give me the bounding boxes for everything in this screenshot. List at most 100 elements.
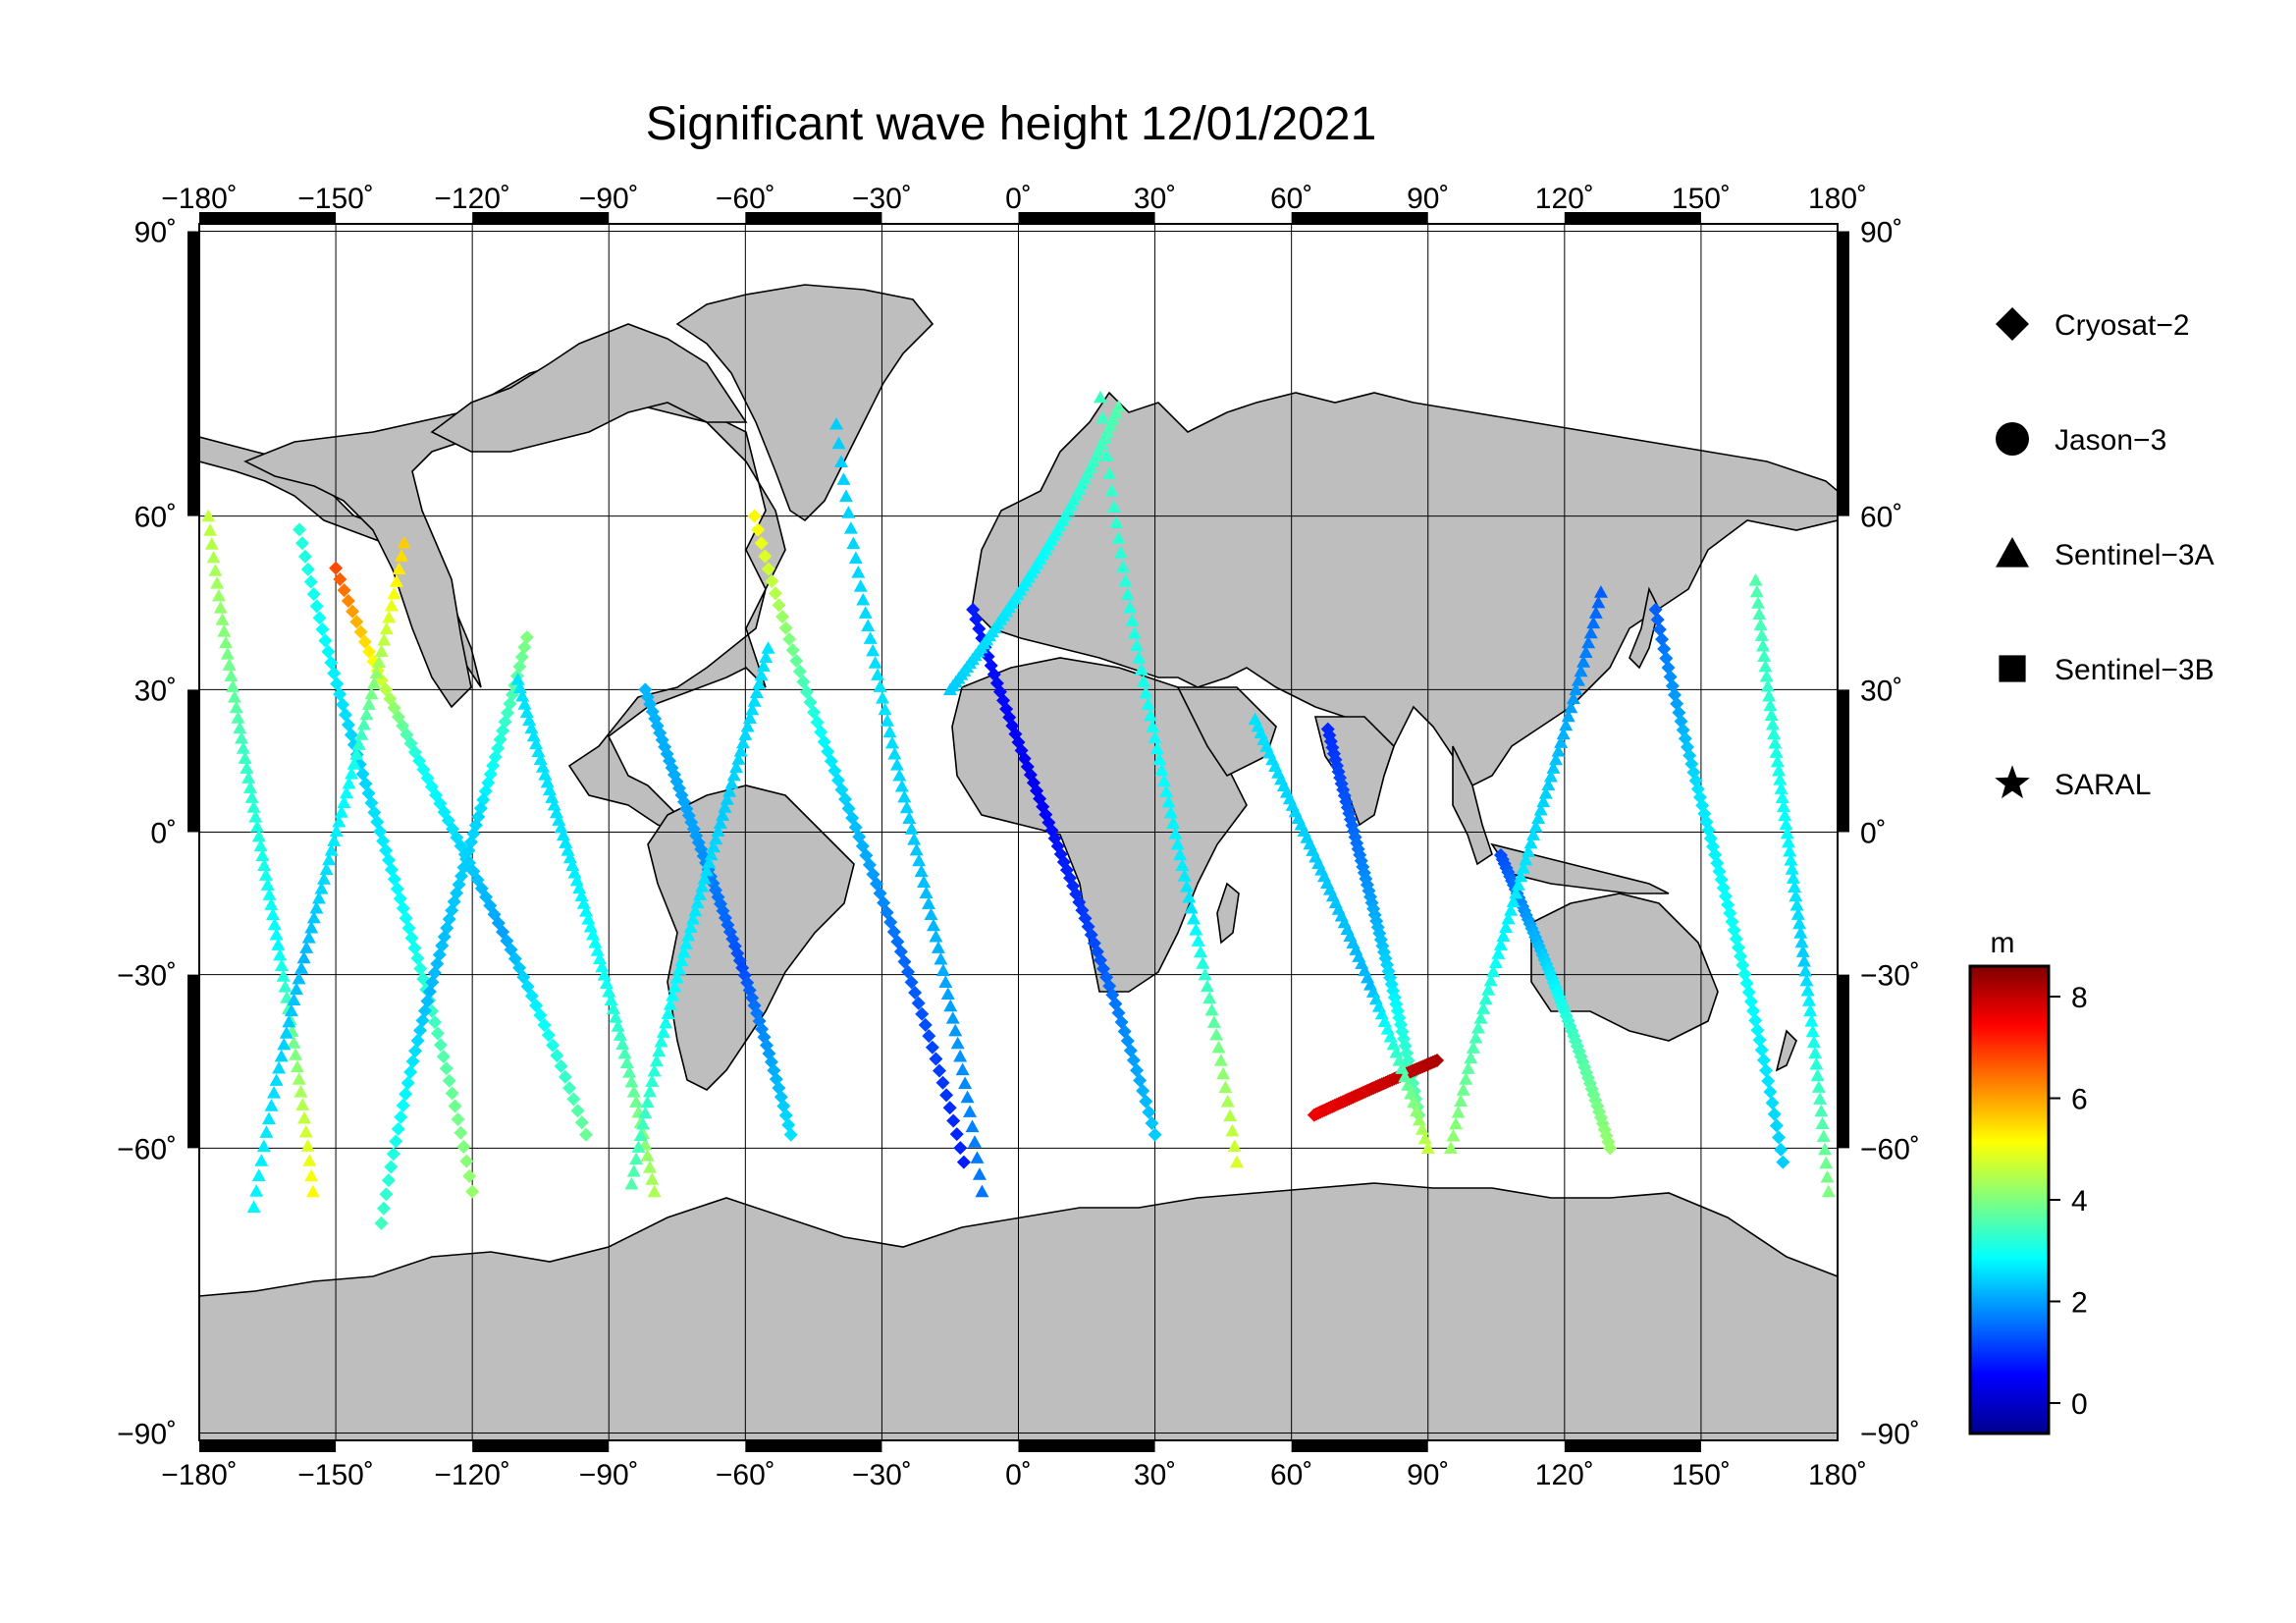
swh-marker — [948, 1023, 963, 1037]
swh-marker — [558, 1069, 572, 1084]
swh-marker — [747, 694, 762, 707]
colorbar-ticks: 8 6 4 2 0 — [2049, 982, 2088, 1421]
swh-marker — [334, 805, 348, 818]
swh-marker — [1531, 811, 1546, 825]
swh-marker — [322, 852, 337, 866]
swh-marker — [1213, 1054, 1228, 1066]
swh-marker — [858, 606, 873, 619]
swh-marker — [206, 550, 221, 564]
swh-marker — [590, 944, 605, 956]
swh-marker — [250, 819, 265, 833]
swh-marker — [929, 929, 943, 943]
swh-marker — [569, 873, 584, 887]
swh-marker — [731, 752, 746, 765]
swh-marker — [1449, 1116, 1464, 1130]
swh-marker — [392, 562, 406, 575]
swh-marker — [403, 1064, 418, 1079]
swh-marker — [1768, 735, 1783, 749]
swh-marker — [1483, 973, 1498, 987]
swh-marker — [1754, 628, 1769, 641]
swh-marker — [1739, 976, 1754, 991]
swh-marker — [454, 1125, 468, 1140]
swh-marker — [1130, 638, 1145, 652]
swh-marker — [880, 714, 894, 727]
swh-marker — [789, 654, 804, 669]
swh-marker — [626, 1085, 641, 1098]
swh-marker — [683, 920, 698, 934]
swh-marker — [831, 436, 846, 450]
swh-marker — [1200, 979, 1214, 993]
lat-tick-label: 30˚ — [134, 675, 177, 707]
lon-tick-label: −60˚ — [716, 1459, 775, 1491]
swh-marker — [697, 871, 712, 885]
swh-marker — [337, 795, 351, 809]
swh-marker — [1765, 717, 1780, 730]
swh-marker — [1784, 853, 1798, 866]
swh-marker — [233, 721, 247, 734]
legend-marker-square-icon — [1999, 655, 2026, 682]
swh-marker — [547, 797, 561, 811]
map-frame-bars — [187, 212, 1849, 1452]
swh-marker — [290, 1059, 304, 1073]
swh-marker — [496, 724, 510, 738]
colorbar-tick-label: 2 — [2071, 1286, 2088, 1319]
swh-marker — [1773, 773, 1788, 785]
swh-marker — [722, 784, 737, 797]
frame-bar-left — [187, 974, 199, 1149]
swh-marker — [321, 644, 336, 659]
swh-marker — [1659, 651, 1674, 666]
swh-marker — [592, 951, 607, 964]
swh-marker — [417, 1003, 432, 1018]
swh-marker — [922, 896, 936, 909]
swh-marker — [1648, 602, 1663, 617]
latitude-labels-left: 90˚ 60˚ 30˚ 0˚ −30˚ −60˚ −90˚ — [117, 217, 177, 1451]
lon-tick-label: 0˚ — [1005, 1459, 1032, 1491]
swh-marker — [231, 711, 245, 724]
swh-marker — [556, 828, 570, 841]
swh-marker — [1468, 1031, 1483, 1044]
swh-marker — [606, 1001, 620, 1014]
swh-marker — [638, 1106, 653, 1119]
swh-marker — [565, 858, 580, 871]
swh-marker — [1756, 1053, 1771, 1067]
swh-marker — [706, 839, 721, 853]
swh-marker — [462, 1168, 477, 1183]
lon-tick-label: 30˚ — [1134, 183, 1176, 215]
swh-marker — [217, 624, 232, 637]
swh-marker — [868, 656, 882, 669]
swh-marker — [669, 971, 684, 984]
swh-marker — [631, 1140, 646, 1153]
swh-marker — [1198, 967, 1212, 981]
lon-tick-label: −150˚ — [297, 1459, 374, 1491]
swh-marker — [975, 1184, 989, 1198]
swh-marker — [738, 728, 753, 740]
swh-marker — [545, 790, 560, 803]
legend-label: Sentinel−3A — [2055, 539, 2215, 571]
lon-tick-label: −120˚ — [434, 1459, 510, 1491]
swh-marker — [946, 1113, 961, 1128]
swh-marker — [1125, 614, 1140, 626]
swh-marker — [1184, 900, 1199, 914]
land-africa — [951, 657, 1248, 993]
swh-marker — [1461, 1061, 1475, 1074]
swh-marker — [1543, 769, 1558, 783]
swh-marker — [1528, 819, 1543, 833]
swh-marker — [720, 792, 734, 805]
swh-marker — [410, 1033, 425, 1048]
swh-marker — [647, 1063, 662, 1077]
swh-marker — [615, 1037, 630, 1051]
swh-marker — [1801, 994, 1816, 1006]
swh-marker — [401, 921, 416, 936]
swh-marker — [972, 1167, 987, 1180]
swh-marker — [389, 1134, 403, 1149]
swh-marker — [315, 622, 330, 636]
swh-marker — [201, 509, 216, 522]
swh-marker — [622, 1065, 637, 1078]
swh-marker — [581, 911, 596, 925]
swh-marker — [566, 1092, 581, 1107]
swh-marker — [1407, 1095, 1421, 1109]
swh-marker — [459, 1154, 474, 1168]
swh-marker — [298, 1124, 313, 1138]
swh-marker — [304, 1168, 319, 1182]
swh-marker — [873, 679, 887, 692]
